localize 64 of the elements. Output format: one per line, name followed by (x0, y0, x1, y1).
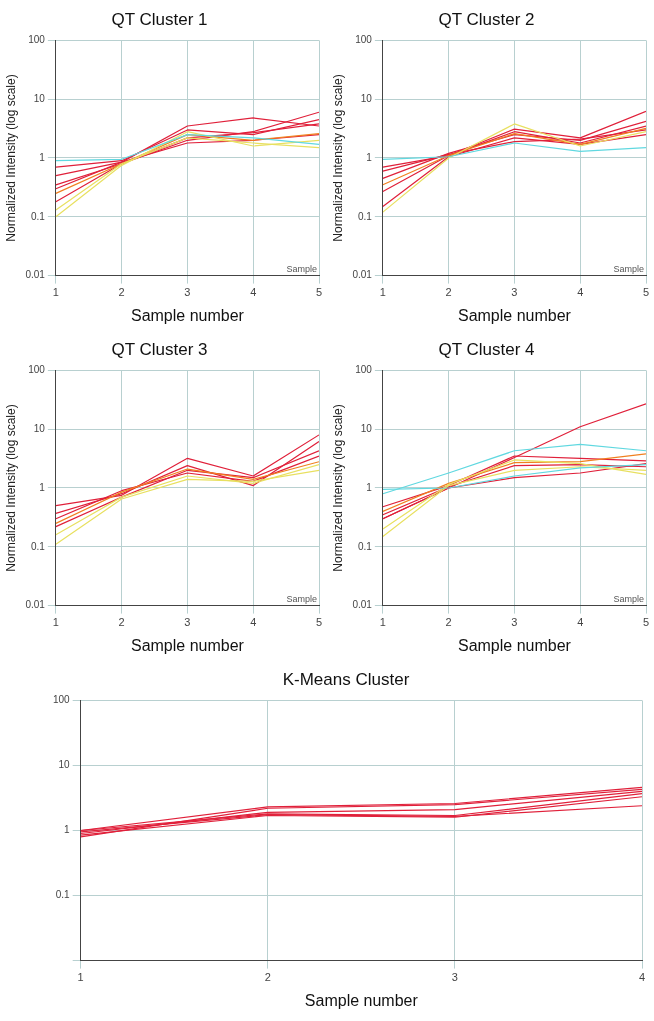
x-axis-title: Sample number (130, 636, 245, 654)
y-tick-label: 0.01 (25, 599, 46, 611)
x-tick-label: 2 (118, 286, 125, 299)
x-axis-title: Sample number (130, 306, 245, 324)
y-tick-label: 100 (355, 34, 373, 46)
y-tick-label: 10 (33, 422, 46, 434)
chart-title: QT Cluster 3 (111, 339, 208, 359)
x-tick-label: 4 (638, 971, 646, 984)
x-tick-label: 3 (184, 286, 191, 299)
y-tick-label: 100 (28, 364, 46, 376)
annotation: Sample (613, 263, 644, 274)
chart-title: QT Cluster 4 (438, 339, 535, 359)
x-tick-label: 2 (264, 971, 271, 984)
y-axis-title: Normalized Intensity (log scale) (330, 404, 345, 572)
y-tick-label: 1 (64, 824, 71, 836)
x-tick-label: 1 (77, 971, 84, 984)
y-tick-label: 1 (366, 481, 373, 493)
x-tick-label: 5 (315, 616, 323, 629)
x-axis-title: Sample number (304, 991, 419, 1009)
x-axis-title: Sample number (457, 306, 572, 324)
annotation: Sample (286, 263, 317, 274)
y-tick-label: 0.01 (352, 599, 373, 611)
x-tick-label: 5 (315, 286, 323, 299)
x-tick-label: 3 (511, 616, 518, 629)
y-tick-label: 10 (360, 92, 373, 104)
y-axis-title: Normalized Intensity (log scale) (3, 74, 18, 242)
x-tick-label: 1 (379, 286, 386, 299)
annotation: Sample (613, 593, 644, 604)
y-tick-label: 10 (58, 759, 71, 771)
x-tick-label: 2 (445, 286, 452, 299)
x-tick-label: 3 (511, 286, 518, 299)
annotation: Sample (286, 593, 317, 604)
x-tick-label: 5 (642, 286, 650, 299)
y-tick-label: 0.1 (55, 889, 71, 901)
y-axis-title: Normalized Intensity (log scale) (3, 404, 18, 572)
x-tick-label: 3 (451, 971, 458, 984)
y-tick-label: 1 (366, 151, 373, 163)
chart-title: QT Cluster 1 (111, 9, 208, 29)
x-tick-label: 3 (184, 616, 191, 629)
y-tick-label: 0.1 (357, 540, 373, 552)
y-tick-label: 10 (360, 422, 373, 434)
x-tick-label: 2 (118, 616, 125, 629)
y-tick-label: 0.1 (30, 210, 46, 222)
x-tick-label: 4 (577, 616, 584, 629)
y-tick-label: 0.01 (25, 269, 46, 281)
x-axis-title: Sample number (457, 636, 572, 654)
x-tick-label: 4 (250, 286, 257, 299)
y-tick-label: 0.1 (30, 540, 46, 552)
x-tick-label: 2 (445, 616, 452, 629)
y-tick-label: 100 (53, 694, 71, 706)
y-tick-label: 10 (33, 92, 46, 104)
y-axis-title: Normalized Intensity (log scale) (330, 74, 345, 242)
y-tick-label: 1 (39, 481, 46, 493)
chart-title: K-Means Cluster (282, 669, 410, 689)
y-tick-label: 0.1 (357, 210, 373, 222)
x-tick-label: 4 (250, 616, 257, 629)
y-tick-label: 100 (28, 34, 46, 46)
x-tick-label: 1 (379, 616, 386, 629)
y-tick-label: 1 (39, 151, 46, 163)
y-tick-label: 0.01 (352, 269, 373, 281)
chart-title: QT Cluster 2 (438, 9, 535, 29)
x-tick-label: 5 (642, 616, 650, 629)
y-tick-label: 100 (355, 364, 373, 376)
x-tick-label: 4 (577, 286, 584, 299)
